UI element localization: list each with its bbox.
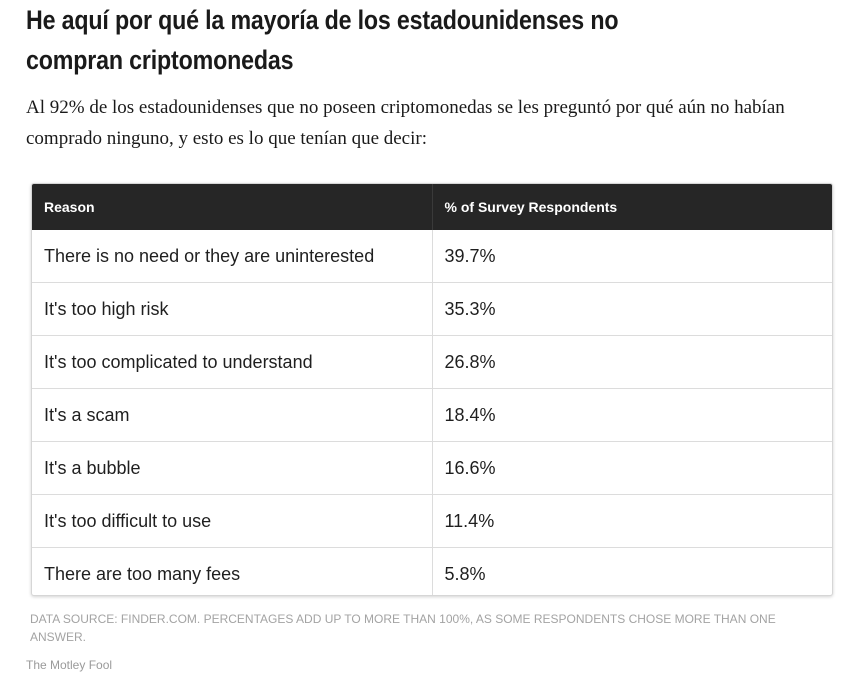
- table-row: It's a scam 18.4%: [32, 388, 832, 442]
- table-row: It's too difficult to use 11.4%: [32, 494, 832, 548]
- row-percent: 5.8%: [431, 547, 832, 595]
- row-percent: 26.8%: [431, 335, 832, 389]
- header-reason: Reason: [44, 199, 95, 215]
- row-percent: 16.6%: [431, 441, 832, 495]
- row-reason: It's too difficult to use: [32, 494, 432, 548]
- row-reason: There is no need or they are unintereste…: [44, 245, 375, 266]
- row-reason: It's too complicated to understand: [32, 335, 432, 389]
- table-row: There is no need or they are unintereste…: [32, 230, 832, 283]
- row-reason: It's too high risk: [32, 282, 432, 336]
- table-row: It's too high risk 35.3%: [32, 282, 832, 336]
- table-row: It's too complicated to understand 26.8%: [32, 335, 832, 389]
- table-row: There are too many fees 5.8%: [32, 547, 832, 595]
- row-reason: It's a bubble: [32, 441, 432, 495]
- header-percent: % of Survey Respondents: [431, 184, 832, 230]
- row-reason: It's a scam: [32, 388, 432, 442]
- data-source-note: DATA SOURCE: FINDER.COM. PERCENTAGES ADD…: [30, 612, 776, 644]
- survey-table-card: Reason % of Survey Respondents There is …: [31, 183, 833, 596]
- row-percent: 18.4%: [431, 388, 832, 442]
- row-percent: 39.7%: [431, 230, 832, 283]
- article-intro: Al 92% de los estadounidenses que no pos…: [26, 97, 785, 149]
- article-headline: He aquí por qué la mayoría de los estado…: [26, 5, 619, 75]
- survey-table: Reason % of Survey Respondents There is …: [32, 184, 832, 595]
- table-header-row: Reason % of Survey Respondents: [32, 184, 832, 230]
- table-row: It's a bubble 16.6%: [32, 441, 832, 495]
- row-percent: 35.3%: [431, 282, 832, 336]
- row-percent: 11.4%: [431, 494, 832, 548]
- row-reason: There are too many fees: [32, 547, 432, 595]
- brand-credit: The Motley Fool: [26, 658, 113, 672]
